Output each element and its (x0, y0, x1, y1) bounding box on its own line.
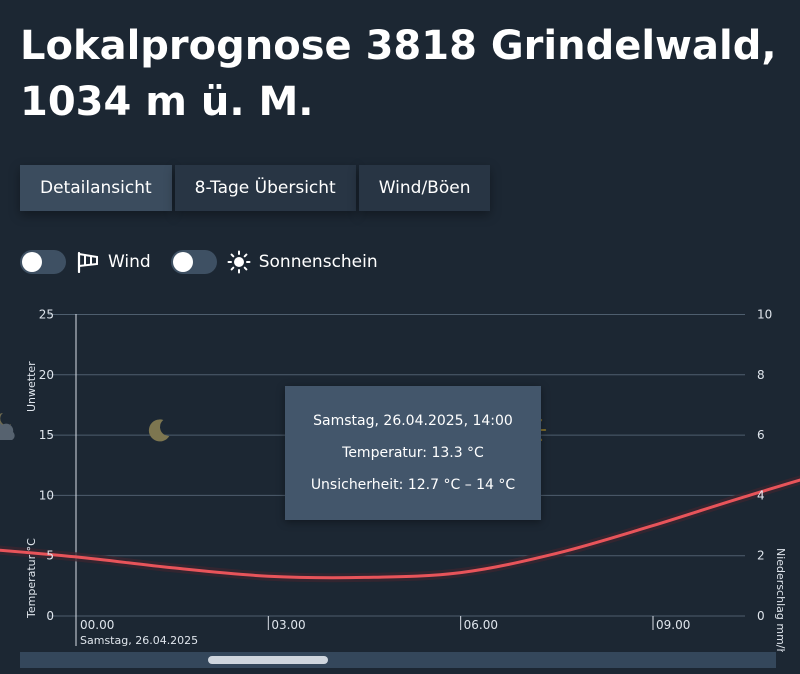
moon-icon (148, 419, 170, 442)
y-tick-label: 10 (39, 488, 54, 502)
tab-wind-boeen[interactable]: Wind/Böen (358, 165, 491, 211)
chart-options: Wind Sonnenschein (20, 250, 398, 274)
y-axis-title: Temperatur °C (25, 538, 38, 619)
row-label-unwetter: Unwetter (25, 361, 38, 412)
x-tick-label: 03.00 (271, 618, 305, 632)
cloud-night-icon (0, 413, 15, 440)
tooltip-title: Samstag, 26.04.2025, 14:00 (313, 413, 513, 429)
data-tooltip: Samstag, 26.04.2025, 14:00 Temperatur: 1… (285, 386, 541, 520)
wind-switch[interactable] (20, 250, 66, 274)
tooltip-uncertainty: Unsicherheit: 12.7 °C – 14 °C (310, 477, 516, 493)
wind-label: Wind (108, 252, 151, 272)
y-tick-label: 15 (39, 428, 54, 442)
x-tick-label: 00.00 (80, 618, 114, 632)
temperature-line[interactable] (0, 450, 800, 580)
scrollbar-thumb[interactable] (208, 656, 328, 664)
y-tick-label: 5 (46, 549, 54, 563)
y-tick-label: 20 (39, 368, 54, 382)
y2-tick-label: 2 (757, 549, 765, 563)
windsock-icon (76, 250, 100, 274)
temperature-chart[interactable]: 0 5 10 15 20 25 0 2 4 6 8 10 00.00 Samstag, 26.04.202… (0, 300, 800, 652)
tab-detailansicht[interactable]: Detailansicht (20, 165, 172, 211)
view-tabs: Detailansicht 8-Tage Übersicht Wind/Böen (20, 165, 491, 211)
y-tick-label: 25 (39, 308, 54, 322)
sonnenschein-toggle[interactable]: Sonnenschein (170, 250, 378, 274)
y2-axis-title: Niederschlag mm/h (774, 548, 787, 652)
switch-knob (22, 252, 42, 272)
sonnenschein-label: Sonnenschein (258, 252, 378, 272)
sonnenschein-switch[interactable] (170, 250, 217, 274)
day-label: Samstag, 26.04.2025 (80, 634, 198, 647)
y2-tick-label: 6 (757, 428, 765, 442)
y2-tick-label: 0 (757, 609, 765, 623)
y2-tick-label: 8 (757, 368, 765, 382)
x-tick-label: 06.00 (464, 618, 498, 632)
tooltip-temperature: Temperatur: 13.3 °C (342, 445, 484, 461)
wind-toggle[interactable]: Wind (20, 250, 151, 274)
x-tick-label: 09.00 (656, 618, 690, 632)
y2-tick-label: 4 (757, 488, 765, 502)
chart-scrollbar[interactable] (20, 652, 776, 668)
switch-knob (172, 252, 193, 272)
y-tick-label: 0 (46, 609, 54, 623)
y2-tick-label: 10 (757, 308, 772, 322)
page-title: Lokalprognose 3818 Grindelwald, 1034 m ü… (20, 23, 777, 125)
sun-icon (227, 250, 251, 274)
tab-8-tage-uebersicht[interactable]: 8-Tage Übersicht (174, 165, 356, 211)
